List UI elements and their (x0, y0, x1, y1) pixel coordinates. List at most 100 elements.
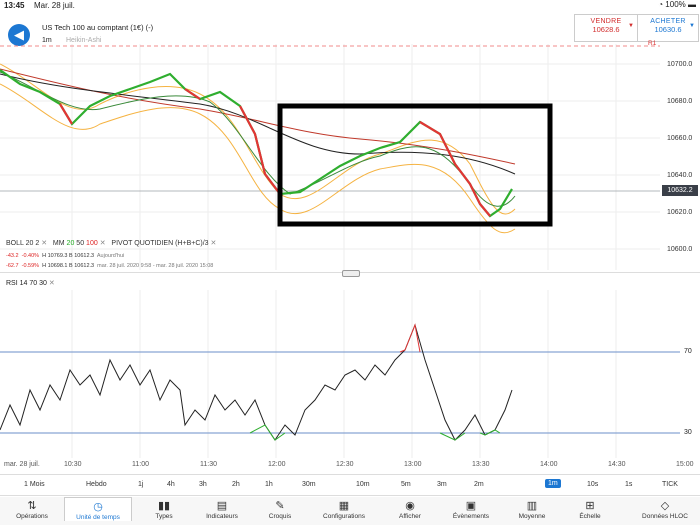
rsi-label[interactable]: RSI (6, 280, 18, 287)
tool-hloc-data[interactable]: ◇ Données HLOC (632, 497, 698, 520)
rsi-close-icon[interactable]: ✕ (48, 280, 55, 287)
rsi-chart[interactable] (0, 290, 700, 458)
tool-label: Données HLOC (642, 513, 688, 520)
period-1s[interactable]: 1s (625, 481, 633, 488)
ma-param: 100 (86, 240, 98, 247)
period-10m[interactable]: 10m (356, 481, 370, 488)
time-tick: 13:00 (404, 461, 422, 468)
price-tick: 10700.0 (667, 61, 693, 68)
pivot-type: QUOTIDIEN (134, 240, 174, 247)
pivot-close-icon[interactable]: ✕ (210, 240, 217, 247)
period-1d[interactable]: 1j (138, 481, 144, 488)
info-icon: ◇ (660, 500, 670, 512)
tool-display[interactable]: ◉ Afficher (380, 497, 440, 520)
status-time: 13:45 (4, 1, 25, 10)
back-arrow-icon: ◀ (14, 27, 24, 42)
tool-label: Croquis (268, 513, 292, 520)
panel-resize-handle[interactable] (342, 270, 360, 277)
period-weekly[interactable]: Hebdo (86, 481, 107, 488)
back-button[interactable]: ◀ (8, 24, 30, 46)
period-5m[interactable]: 5m (401, 481, 411, 488)
boll-label[interactable]: BOLL (6, 240, 24, 247)
pivot-r1-label: R1 (648, 40, 657, 47)
period-2h[interactable]: 2h (232, 481, 240, 488)
period-2m[interactable]: 2m (474, 481, 484, 488)
sell-button[interactable]: VENDRE 10628.6 ▼ (574, 14, 638, 42)
layout-icon: ▦ (338, 500, 350, 512)
tool-average[interactable]: ▥ Moyenne (502, 497, 562, 520)
tool-label: Configurations (323, 513, 365, 520)
sell-label: VENDRE (590, 18, 622, 25)
ma-close-icon[interactable]: ✕ (99, 240, 106, 247)
time-tick: 14:30 (608, 461, 626, 468)
bars-icon: ▥ (526, 500, 538, 512)
tool-events[interactable]: ▣ Évènements (441, 497, 501, 520)
period-10s[interactable]: 10s (587, 481, 599, 488)
time-tick: 14:00 (540, 461, 558, 468)
tool-indicators[interactable]: ▤ Indicateurs (192, 497, 252, 520)
clock-icon: ◷ (93, 501, 103, 513)
stat-label: mar. 28 juil. 2020 9:58 - mar. 28 juil. … (97, 263, 214, 269)
rsi-param: 70 (29, 280, 38, 287)
scale-icon: ⊞ (585, 500, 595, 512)
period-selector (0, 474, 700, 496)
period-30m[interactable]: 30m (302, 481, 316, 488)
pivot-label[interactable]: PIVOT (111, 240, 133, 247)
period-1h[interactable]: 1h (265, 481, 273, 488)
sort-icon: ⇅ (27, 500, 37, 512)
tool-types[interactable]: ▮▮ Types (134, 497, 194, 520)
instrument-title: US Tech 100 au comptant (1€) (-) (42, 23, 154, 32)
buy-label: ACHETER (650, 18, 686, 25)
tool-scale[interactable]: ⊞ Échelle (560, 497, 620, 520)
period-3m[interactable]: 3m (437, 481, 447, 488)
period-3h[interactable]: 3h (199, 481, 207, 488)
calendar-icon: ▣ (465, 500, 477, 512)
tool-label: Afficher (399, 513, 421, 520)
period-1-month[interactable]: 1 Mois (24, 481, 45, 488)
time-tick: 12:30 (336, 461, 354, 468)
bottom-toolbar: ⇅ Opérations ◷ Unité de temps ▮▮ Types ▤ Ind… (0, 497, 700, 525)
tool-label: Types (155, 513, 173, 520)
stat-hl: H 10769.3 B 10612.3 (42, 253, 95, 259)
ma-param: 50 (76, 240, 85, 247)
candles-icon: ▮▮ (157, 500, 171, 512)
tool-operations[interactable]: ⇅ Opérations (2, 497, 62, 520)
price-tick: 10640.0 (667, 172, 693, 179)
sell-dropdown-icon: ▼ (628, 23, 634, 29)
tool-label: Opérations (16, 513, 48, 520)
price-tick: 10620.0 (667, 209, 693, 216)
rsi-oversold-segment (249, 424, 501, 441)
bollinger-upper (0, 63, 516, 215)
indicator-legend: BOLL 20 2 ✕ MM 20 50 100 ✕ PIVOT QUOTIDI… (6, 239, 216, 247)
time-tick: 13:30 (472, 461, 490, 468)
boll-close-icon[interactable]: ✕ (41, 240, 48, 247)
ma-param: 20 (66, 240, 75, 247)
ma-100-line (0, 68, 516, 165)
price-tick: 10600.0 (667, 246, 693, 253)
status-date: Mar. 28 juil. (34, 1, 75, 10)
tool-label: Unité de temps (76, 514, 120, 521)
price-tick: 10660.0 (667, 135, 693, 142)
tool-timeframe[interactable]: ◷ Unité de temps (64, 497, 132, 521)
rsi-tick-70: 70 (684, 348, 692, 355)
boll-param: 20 (25, 240, 34, 247)
pivot-formula: (H+B+C)/3 (175, 240, 209, 247)
current-price-badge: 10632.2 (662, 185, 698, 196)
bollinger-lower (0, 83, 516, 234)
buy-button[interactable]: ACHETER 10630.6 ▼ (637, 14, 699, 42)
tool-label: Indicateurs (206, 513, 238, 520)
period-1m-active[interactable]: 1m (545, 479, 561, 488)
rsi-legend: RSI 14 70 30 ✕ (6, 279, 55, 287)
period-tick[interactable]: TICK (662, 481, 678, 488)
rsi-gridlines (71, 290, 617, 458)
ma-label[interactable]: MM (52, 240, 65, 247)
price-chart[interactable] (0, 44, 700, 270)
stat-change: -43.2 (6, 253, 19, 259)
period-4h[interactable]: 4h (167, 481, 175, 488)
rsi-param: 14 (19, 280, 28, 287)
tool-label: Évènements (452, 513, 490, 520)
tool-configurations[interactable]: ▦ Configurations (314, 497, 374, 520)
time-tick: 11:30 (200, 461, 217, 468)
stat-hl: H 10698.1 B 10612.3 (42, 263, 95, 269)
tool-drawing[interactable]: ✎ Croquis (250, 497, 310, 520)
